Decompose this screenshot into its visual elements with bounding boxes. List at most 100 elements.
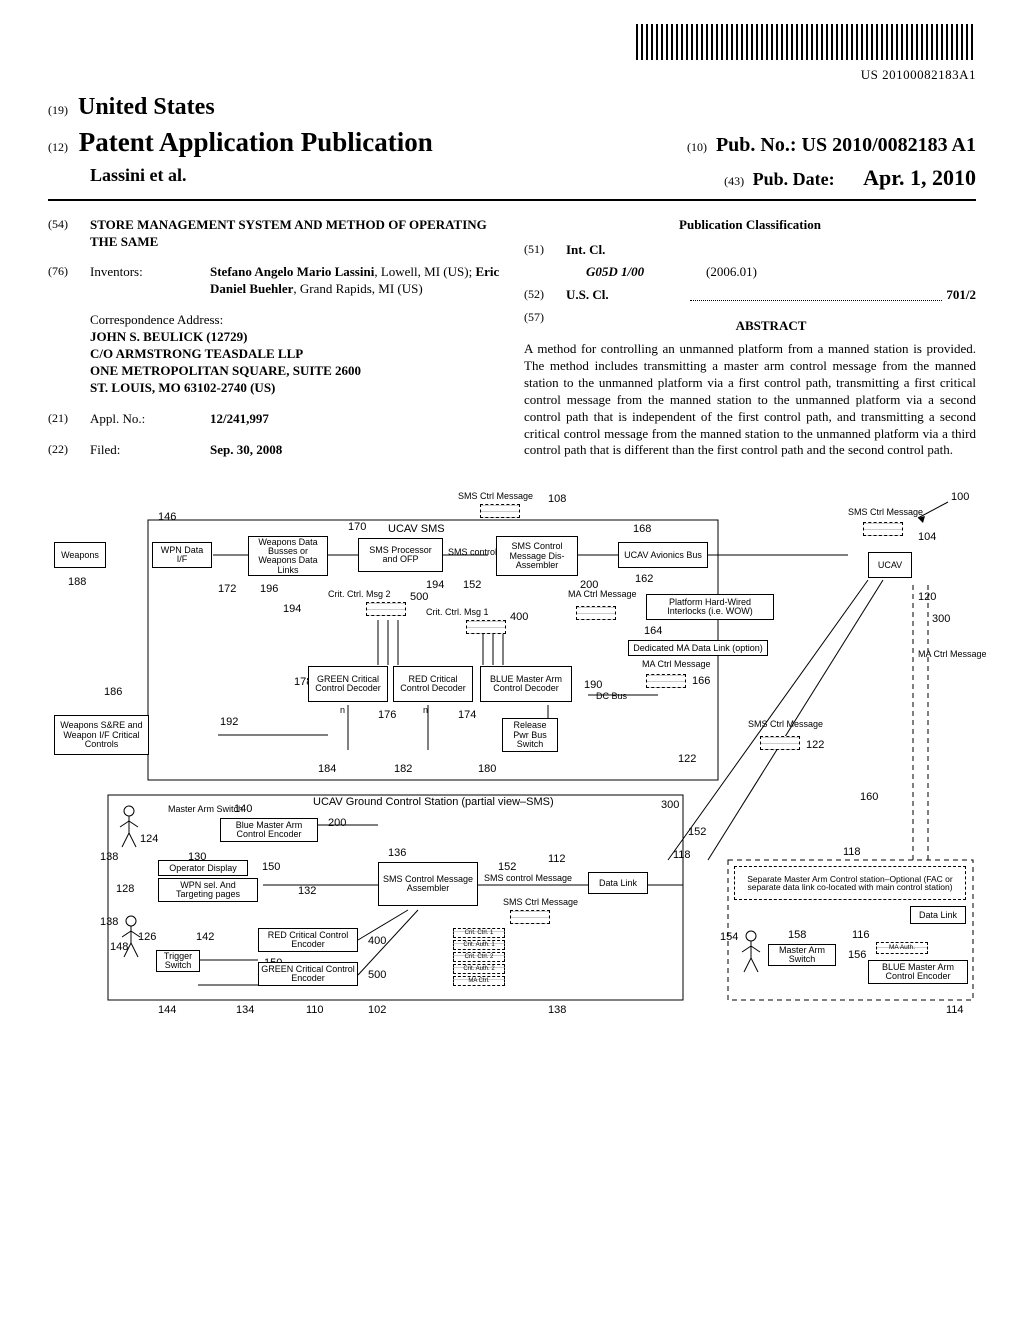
barcode-block: US 20100082183A1 [48,24,976,84]
lead-104: 104 [918,530,936,544]
lead-152a: 152 [463,578,481,592]
lead-122b: 122 [806,738,824,752]
green-decoder: GREEN Critical Control Decoder [308,666,388,702]
correspondence-address: Correspondence Address: JOHN S. BEULICK … [90,312,500,396]
sms-ctrl-msg-gcs2: SMS Ctrl Message [503,898,578,907]
lead-152b: 152 [498,860,516,874]
wpn-data-if: WPN Data I/F [152,542,212,568]
crit-auth-1: Crit. Ctrl. 1 [453,928,505,938]
lead-192: 192 [220,715,238,729]
sms-disassembler: SMS Control Message Dis-Assembler [496,536,578,576]
msgbox-top [480,504,520,518]
pubno: US 2010/0082183 A1 [802,134,976,156]
sms-processor: SMS Processor and OFP [358,538,443,572]
lead-400b: 400 [368,934,386,948]
lead-160: 160 [860,790,878,804]
left-column: (54) STORE MANAGEMENT SYSTEM AND METHOD … [48,217,500,473]
uscl-label: U.S. Cl. [566,287,686,304]
hdr-10: (10) [687,140,707,154]
ma-auth-box: MA Auth. [876,942,928,954]
lead-122a: 122 [678,752,696,766]
filed-date: Sep. 30, 2008 [210,442,500,459]
sms-assembler: SMS Control Message Assembler [378,862,478,906]
dc-bus-label: DC Bus [596,692,627,701]
ucav-sms-title: UCAV SMS [388,524,445,536]
inventor-1-loc: , Lowell, MI (US); [374,264,475,279]
corr-l4: ST. LOUIS, MO 63102-2740 (US) [90,380,500,397]
lead-170: 170 [348,520,366,534]
hdr-19: (19) [48,103,68,117]
lead-102: 102 [368,1003,386,1017]
lead-148: 148 [110,940,128,954]
applno-label: Appl. No.: [90,411,210,428]
pubdate: Apr. 1, 2010 [863,165,976,190]
intcl-spacer [524,264,566,281]
msgbox-tr [863,522,903,536]
lead-114: 114 [946,1003,964,1017]
wpn-busses: Weapons Data Busses or Weapons Data Link… [248,536,328,576]
lead-154: 154 [720,930,738,944]
lead-194b: 194 [283,602,301,616]
pub-type: Patent Application Publication [79,127,433,157]
lead-184: 184 [318,762,336,776]
barcode-graphic [636,24,976,60]
msgbox-r [760,736,800,750]
authors: Lassini et al. [48,164,187,193]
crit1-box [466,620,506,634]
separate-station: Separate Master Arm Control station–Opti… [734,866,966,900]
trigger-switch: Trigger Switch [156,950,200,972]
red-encoder: RED Critical Control Encoder [258,928,358,952]
lead-136: 136 [388,846,406,860]
num-52: (52) [524,287,566,304]
corr-l2: C/O ARMSTRONG TEASDALE LLP [90,346,500,363]
intcl-label: Int. Cl. [566,242,605,259]
lead-112: 112 [548,852,566,866]
lead-116: 116 [852,928,870,942]
lead-138b: 138 [100,915,118,929]
intcl-year: (2006.01) [706,264,757,281]
num-51: (51) [524,242,566,259]
abstract-title: ABSTRACT [566,318,976,335]
sms-ctrl-msg-top: SMS Ctrl Message [458,492,533,501]
lead-118b: 118 [843,845,861,859]
lead-128: 128 [116,882,134,896]
lead-150a: 150 [262,860,280,874]
corr-label: Correspondence Address: [90,312,500,329]
lead-172: 172 [218,582,236,596]
n1: n [340,706,345,715]
n2: n [423,706,428,715]
abstract-header: (57) ABSTRACT [524,310,976,341]
lead-140: 140 [234,802,252,816]
crit1-label: Crit. Ctrl. Msg 1 [426,608,489,617]
inventors-label: Inventors: [90,264,210,298]
num-54: (54) [48,217,90,251]
data-link-gcs: Data Link [588,872,648,894]
intcl-code-row: G05D 1/00 (2006.01) [524,264,976,281]
filed-label: Filed: [90,442,210,459]
wpn-sel: WPN sel. And Targeting pages [158,878,258,902]
lead-500b: 500 [368,968,386,982]
operator-display: Operator Display [158,860,248,876]
uscl-dots [690,287,942,301]
lead-138c: 138 [548,1003,566,1017]
green-encoder: GREEN Critical Control Encoder [258,962,358,986]
lead-164: 164 [644,624,662,638]
lead-300a: 300 [932,612,950,626]
lead-200b: 200 [328,816,346,830]
interlocks: Platform Hard-Wired Interlocks (i.e. WOW… [646,594,774,620]
blue-decoder: BLUE Master Arm Control Decoder [480,666,572,702]
lead-188: 188 [68,575,86,589]
country: United States [78,94,215,120]
lead-146: 146 [158,510,176,524]
inventors-value: Stefano Angelo Mario Lassini, Lowell, MI… [210,264,500,298]
lead-300b: 300 [661,798,679,812]
lead-152c: 152 [688,825,706,839]
lead-196: 196 [260,582,278,596]
lead-120: 120 [918,590,936,604]
ma-ctrl-msg-2: MA Ctrl Message [642,660,711,669]
gcs-title: UCAV Ground Control Station (partial vie… [313,797,554,809]
applno: 12/241,997 [210,411,500,428]
abstract-text: A method for controlling an unmanned pla… [524,341,976,459]
inventors-row: (76) Inventors: Stefano Angelo Mario Las… [48,264,500,298]
sms-ctrl-msg-r: SMS Ctrl Message [748,720,823,729]
